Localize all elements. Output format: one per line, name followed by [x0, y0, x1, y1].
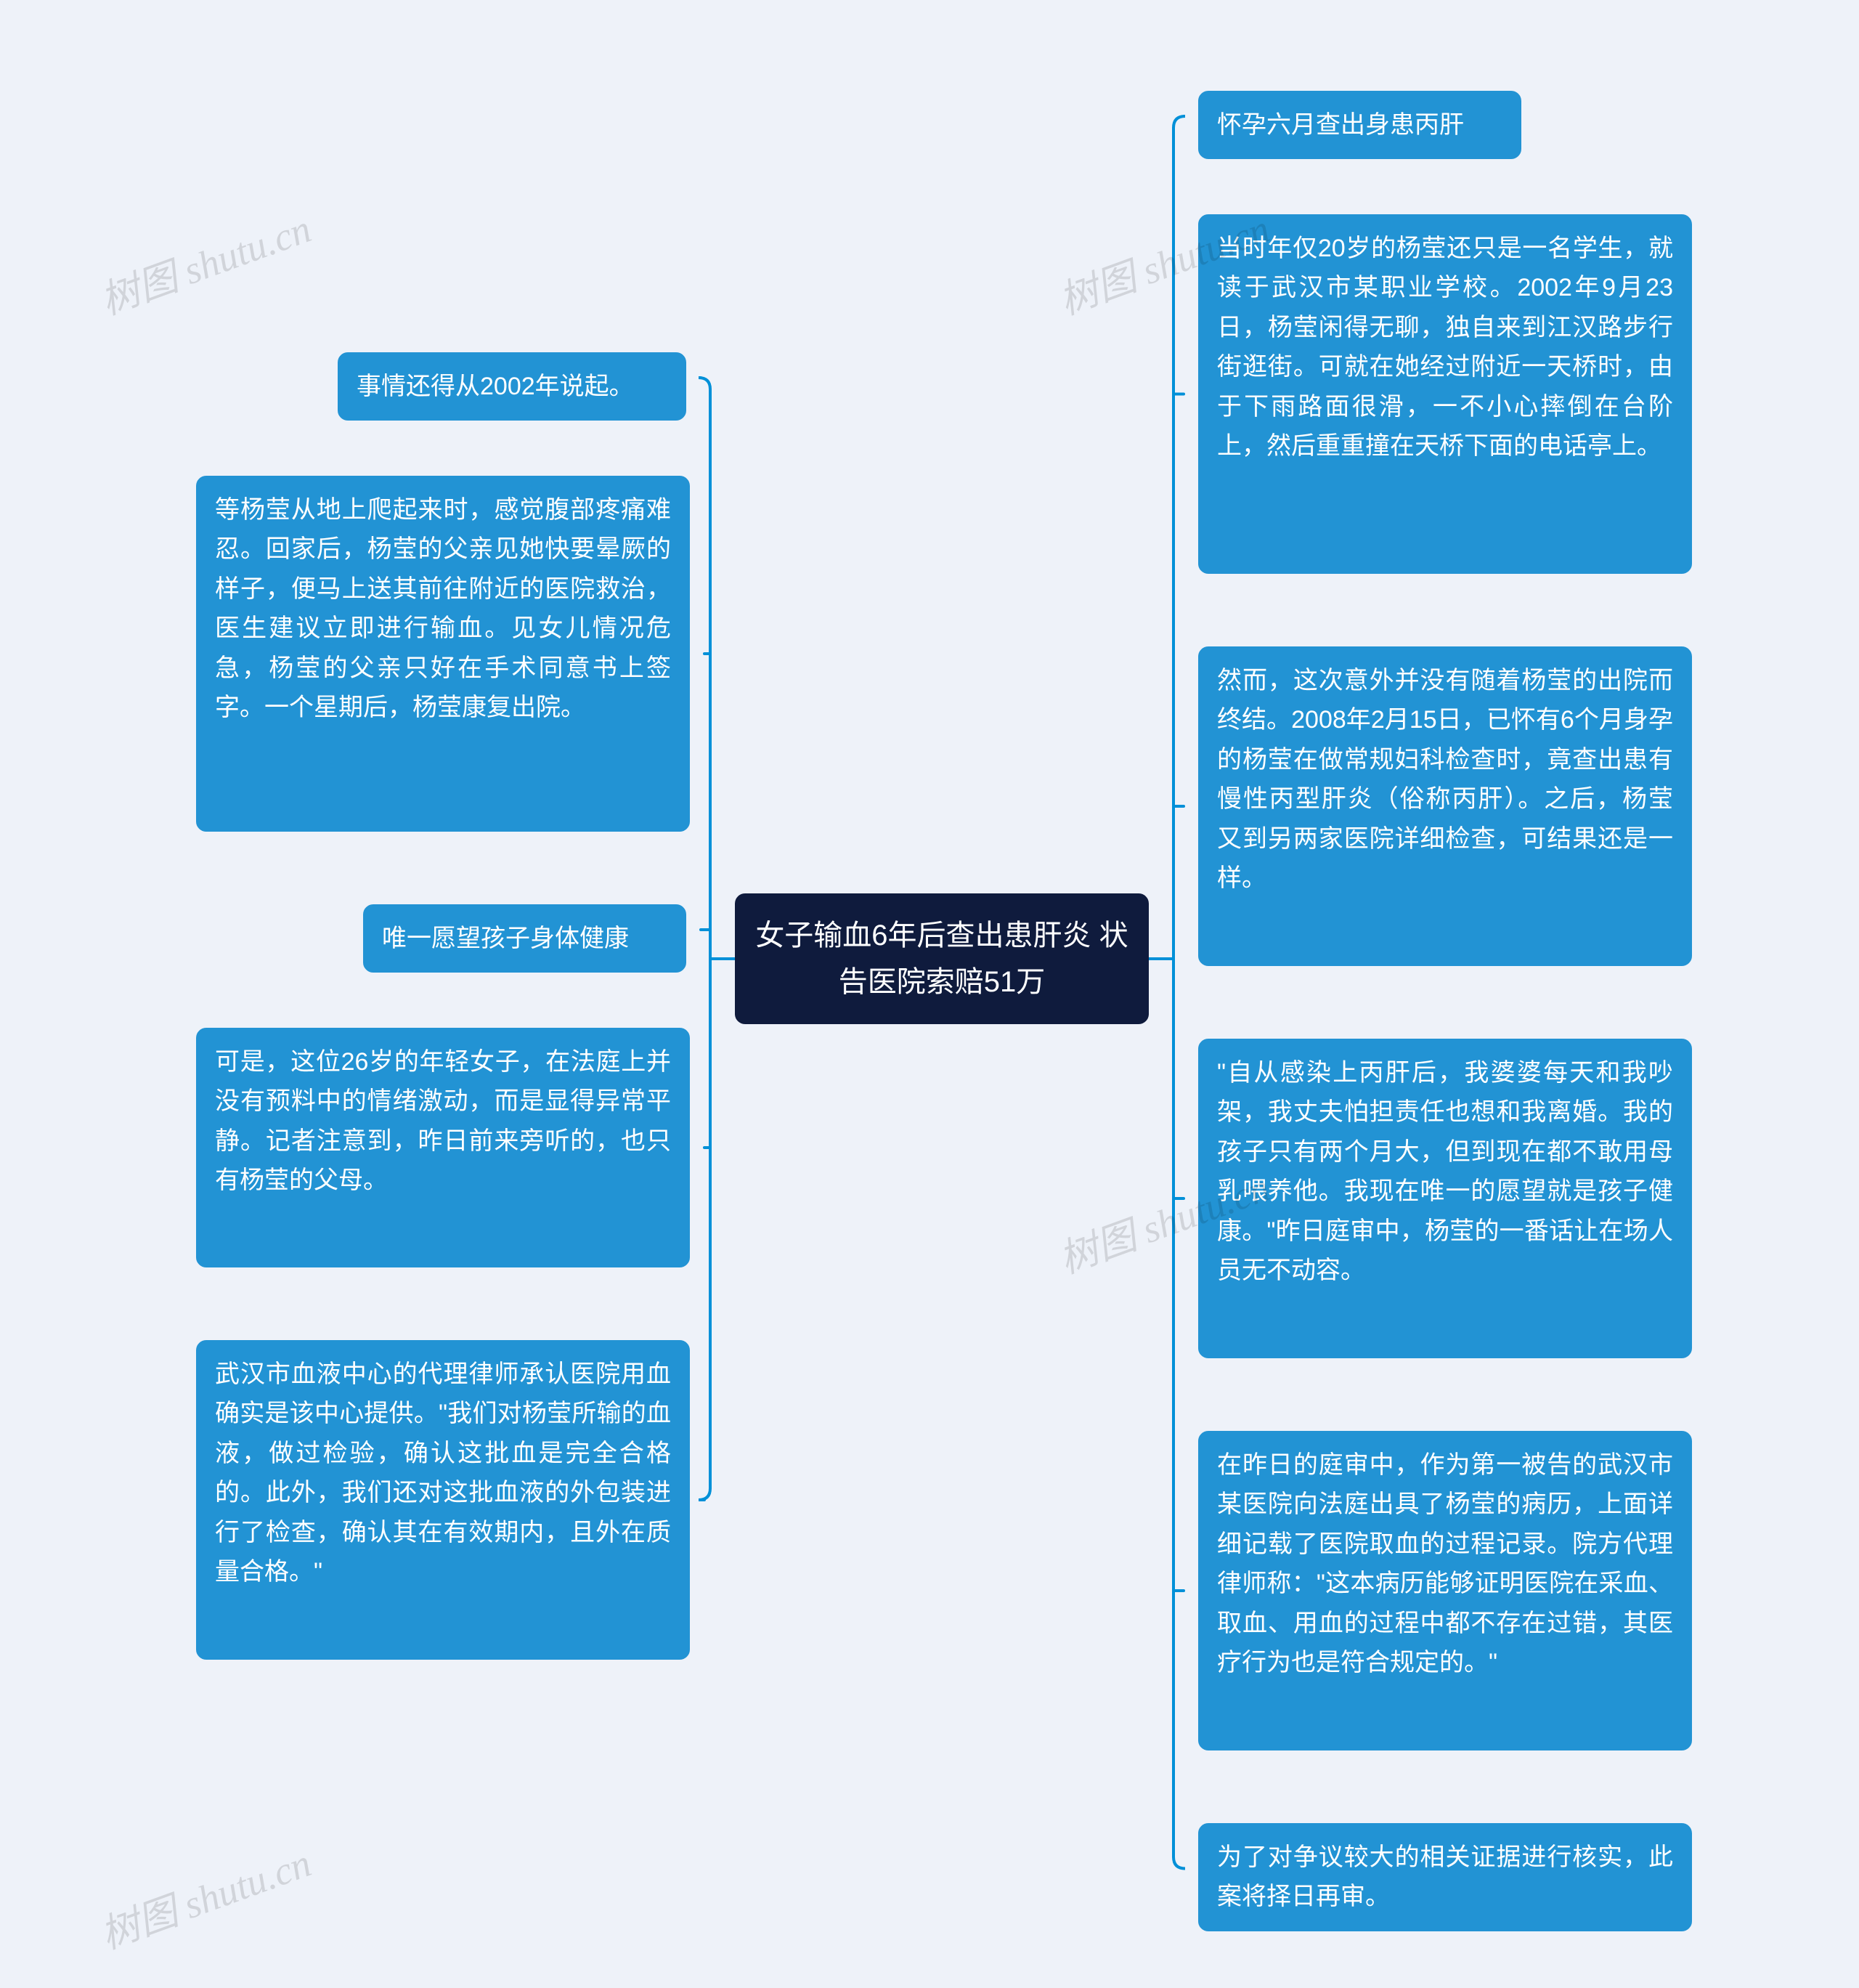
child-node-R4: "自从感染上丙肝后，我婆婆每天和我吵架，我丈夫怕担责任也想和我离婚。我的孩子只有…: [1198, 1039, 1692, 1358]
child-node-L3: 唯一愿望孩子身体健康: [363, 904, 686, 973]
root-node: 女子输血6年后查出患肝炎 状告医院索赔51万: [735, 893, 1149, 1024]
child-node-R6: 为了对争议较大的相关证据进行核实，此案将择日再审。: [1198, 1823, 1692, 1931]
watermark: 树图 shutu.cn: [91, 1831, 318, 1960]
child-node-L1: 事情还得从2002年说起。: [338, 352, 686, 421]
child-node-R1: 怀孕六月查出身患丙肝: [1198, 91, 1521, 159]
child-node-L2: 等杨莹从地上爬起来时，感觉腹部疼痛难忍。回家后，杨莹的父亲见她快要晕厥的样子，便…: [196, 476, 690, 832]
child-node-R2: 当时年仅20岁的杨莹还只是一名学生，就读于武汉市某职业学校。2002年9月23日…: [1198, 214, 1692, 574]
watermark: 树图 shutu.cn: [91, 197, 318, 326]
child-node-R5: 在昨日的庭审中，作为第一被告的武汉市某医院向法庭出具了杨莹的病历，上面详细记载了…: [1198, 1431, 1692, 1750]
child-node-L5: 武汉市血液中心的代理律师承认医院用血确实是该中心提供。"我们对杨莹所输的血液，做…: [196, 1340, 690, 1660]
child-node-L4: 可是，这位26岁的年轻女子，在法庭上并没有预料中的情绪激动，而是显得异常平静。记…: [196, 1028, 690, 1267]
child-node-R3: 然而，这次意外并没有随着杨莹的出院而终结。2008年2月15日，已怀有6个月身孕…: [1198, 646, 1692, 966]
